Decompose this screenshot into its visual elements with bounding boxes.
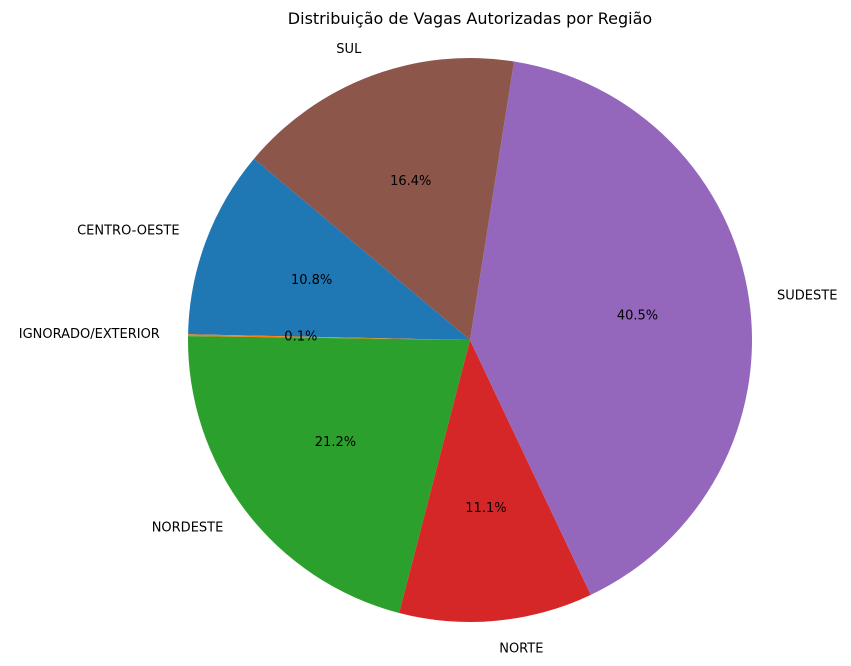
pie-slice-sudeste xyxy=(470,61,753,595)
pie-percent-sudeste: 40.5% xyxy=(617,308,658,323)
pie-slice-ignorado-exterior xyxy=(188,334,470,340)
pie-percent-sul: 16.4% xyxy=(390,174,431,189)
pie-label-sudeste: SUDESTE xyxy=(777,288,837,303)
pie-label-nordeste: NORDESTE xyxy=(152,521,224,536)
pie-labels: CENTRO-OESTE 10.8% IGNORADO/EXTERIOR 0.1% NO… xyxy=(19,42,838,656)
pie-label-norte: NORTE xyxy=(499,641,543,656)
pie-slice-sul xyxy=(253,58,515,341)
pie-percent-norte: 11.1% xyxy=(465,501,506,516)
pie-percent-nordeste: 21.2% xyxy=(315,435,356,450)
pie-slice-centro-oeste xyxy=(188,158,470,340)
pie-slices xyxy=(188,58,753,623)
chart-title: Distribuição de Vagas Autorizadas por Re… xyxy=(288,9,652,28)
pie-slice-norte xyxy=(399,340,591,623)
pie-label-ignorado-exterior: IGNORADO/EXTERIOR xyxy=(19,327,160,342)
pie-label-centro-oeste: CENTRO-OESTE xyxy=(77,223,180,238)
pie-percent-ignorado-exterior: 0.1% xyxy=(284,330,317,345)
pie-label-sul: SUL xyxy=(336,42,362,57)
pie-percent-centro-oeste: 10.8% xyxy=(291,273,332,288)
pie-slice-nordeste xyxy=(188,336,470,613)
